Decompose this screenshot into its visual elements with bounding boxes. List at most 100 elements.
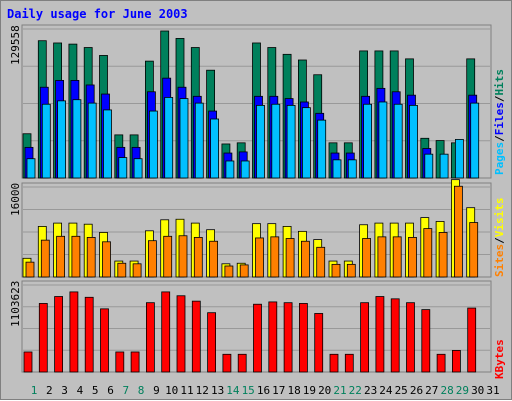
x-tick-label-17: 17 [272,384,285,397]
bar-pages-day-30 [470,102,480,179]
bar-kbytes-day-28 [436,353,446,373]
kbytes-legend: KBytes [493,339,511,379]
bar-pages-day-24 [378,101,388,179]
bar-kbytes-day-2 [38,303,48,373]
x-tick-label-28: 28 [440,384,453,397]
bar-pages-day-23 [363,103,373,179]
bar-pages-day-29 [454,139,464,179]
x-tick-label-29: 29 [456,384,469,397]
x-tick-label-22: 22 [349,384,362,397]
bar-sites-day-9 [147,240,157,278]
bar-kbytes-day-30 [467,307,477,373]
bar-kbytes-day-26 [406,302,415,373]
bar-sites-day-10 [163,235,173,278]
bar-pages-day-19 [301,107,311,179]
bar-sites-day-6 [102,241,111,278]
bar-pages-day-6 [103,109,112,179]
bar-pages-day-12 [194,102,204,179]
bar-kbytes-day-11 [176,295,186,373]
bar-sites-day-2 [40,239,50,278]
bar-pages-day-1 [26,158,36,179]
bar-pages-day-21 [332,159,342,179]
bar-kbytes-day-16 [253,303,262,373]
bar-sites-day-12 [193,236,203,278]
hits-legend: Pages/Files/Hits [493,25,511,175]
bar-pages-day-26 [409,104,418,179]
bar-kbytes-day-1 [23,351,33,373]
x-tick-label-15: 15 [242,384,255,397]
bar-pages-day-13 [210,118,220,179]
bar-pages-day-11 [179,98,189,179]
x-tick-label-4: 4 [77,384,84,397]
legend-files: Files [493,102,506,136]
bar-sites-day-14 [224,265,234,278]
bar-sites-day-11 [178,235,188,278]
bar-pages-day-15 [240,160,250,179]
legend-visits: Visits [493,197,506,238]
bar-sites-day-15 [239,264,249,278]
x-tick-label-20: 20 [318,384,331,397]
bar-pages-day-7 [118,157,128,179]
legend-kbytes: KBytes [493,339,506,379]
bar-kbytes-day-19 [298,303,308,373]
x-tick-label-18: 18 [287,384,300,397]
bar-sites-day-24 [377,236,387,278]
bar-sites-day-18 [285,238,295,278]
bar-pages-day-16 [256,104,265,179]
legend-separator: / [493,95,506,103]
x-tick-label-14: 14 [226,384,240,397]
bar-pages-day-20 [317,119,327,179]
legend-sites: Sites [493,243,506,277]
x-tick-label-10: 10 [165,384,178,397]
legend-hits: Hits [493,69,506,96]
bar-kbytes-day-6 [100,308,109,373]
bar-kbytes-day-18 [283,302,293,373]
legend-separator: / [493,237,506,244]
bar-kbytes-day-9 [145,302,155,373]
bar-sites-day-28 [438,232,448,278]
bar-kbytes-day-4 [69,291,79,373]
sites-legend: Sites/Visits [493,183,511,278]
x-tick-label-16: 16 [257,384,270,397]
bar-sites-day-3 [56,235,65,278]
bar-pages-day-5 [87,102,97,179]
kbytes-ymax-label: 1103623 [9,281,22,328]
bar-pages-day-2 [41,103,51,179]
x-tick-label-7: 7 [122,384,129,397]
x-tick-label-26: 26 [410,384,423,397]
bar-pages-day-8 [133,158,143,179]
x-tick-label-1: 1 [31,384,38,397]
x-tick-label-8: 8 [138,384,145,397]
chart-title: Daily usage for June 2003 [7,7,188,21]
bar-pages-day-9 [148,110,158,179]
bar-sites-day-21 [331,263,341,278]
bar-sites-day-16 [255,237,264,278]
bar-pages-day-28 [439,153,449,179]
x-tick-label-27: 27 [425,384,438,397]
bar-sites-day-4 [71,235,81,278]
x-tick-label-6: 6 [107,384,114,397]
bar-kbytes-day-12 [191,300,201,373]
bar-kbytes-day-8 [130,351,140,373]
bar-kbytes-day-27 [421,309,431,373]
x-tick-label-2: 2 [46,384,53,397]
bar-kbytes-day-5 [84,296,94,373]
bar-pages-day-17 [271,103,281,179]
bar-sites-day-23 [362,238,372,278]
bar-sites-day-30 [469,222,479,278]
x-tick-label-13: 13 [211,384,224,397]
bar-kbytes-day-22 [344,353,354,373]
bar-sites-day-22 [346,263,356,278]
x-tick-label-19: 19 [303,384,316,397]
bar-kbytes-day-15 [237,353,247,373]
bar-sites-day-7 [117,262,127,278]
bar-kbytes-day-25 [390,298,400,373]
bar-pages-day-10 [164,97,174,179]
x-tick-label-5: 5 [92,384,99,397]
bar-sites-day-19 [300,240,310,278]
bar-sites-day-29 [453,185,463,278]
bar-kbytes-day-20 [314,313,324,373]
bar-pages-day-18 [286,104,296,179]
